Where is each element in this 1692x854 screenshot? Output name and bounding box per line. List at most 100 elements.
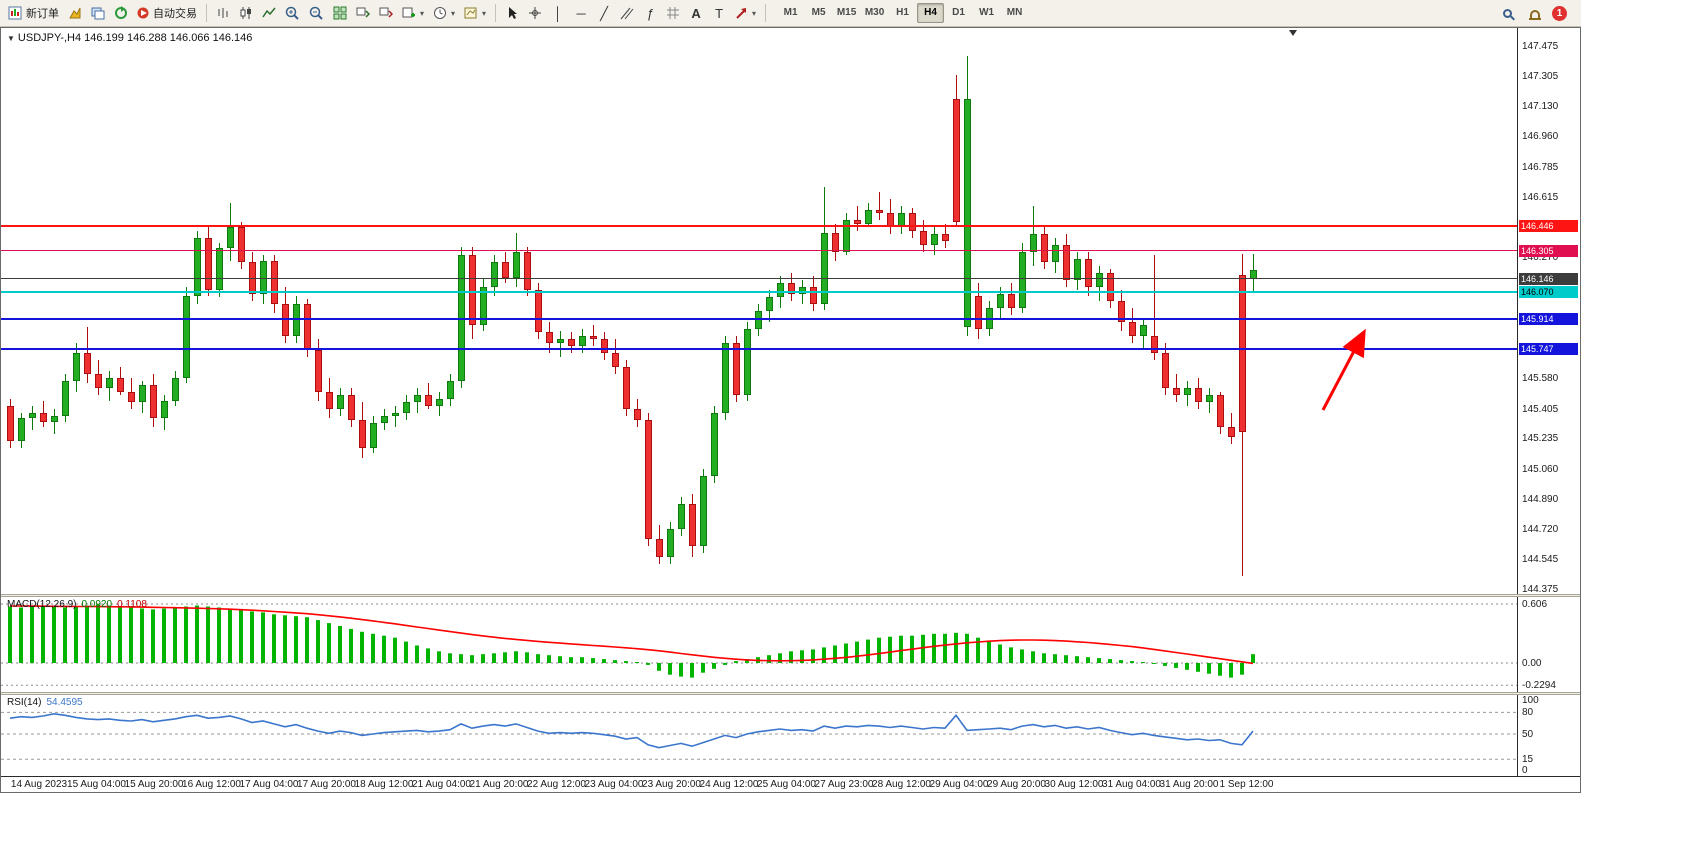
timeframe-m5-button[interactable]: M5: [805, 3, 832, 23]
price-level-line[interactable]: [1, 347, 1517, 350]
macd-histogram-bar: [844, 643, 848, 663]
macd-histogram-bar: [745, 659, 749, 663]
candle-body: [601, 339, 608, 354]
timeframe-m30-button[interactable]: M30: [861, 3, 888, 23]
trendline-button[interactable]: ╱: [593, 2, 615, 24]
time-axis-label: 29 Aug 04:00: [929, 779, 989, 790]
line-chart-button[interactable]: [258, 2, 280, 24]
macd-axis-label: 0.00: [1522, 658, 1542, 669]
main-plot[interactable]: ▼ USDJPY-,H4 146.199 146.288 146.066 146.…: [1, 28, 1517, 594]
macd-histogram-bar: [976, 637, 980, 663]
price-level-line[interactable]: [1, 278, 1517, 280]
price-level-line[interactable]: [1, 318, 1517, 321]
zoom-out-button[interactable]: [305, 2, 328, 24]
time-axis-label: 23 Aug 20:00: [642, 779, 701, 790]
vertical-line-button[interactable]: │: [547, 2, 569, 24]
dropdown-caret-icon: ▾: [451, 8, 456, 18]
channel-button[interactable]: [616, 2, 638, 24]
candle-body: [722, 342, 729, 413]
profiles-button[interactable]: [87, 2, 109, 24]
panel-splitter[interactable]: [1, 692, 1580, 695]
cursor-button[interactable]: [501, 2, 523, 24]
rsi-plot[interactable]: RSI(14) 54.4595: [1, 695, 1517, 776]
clock-icon: [434, 7, 447, 19]
text-label-button[interactable]: T: [708, 2, 730, 24]
macd-histogram-bar: [701, 663, 705, 673]
macd-histogram-bar: [822, 647, 826, 663]
templates-button[interactable]: ▾: [460, 2, 490, 24]
macd-histogram-bar: [151, 609, 155, 663]
price-tag: 146.446: [1519, 220, 1578, 233]
zoom-in-button[interactable]: [281, 2, 304, 24]
price-level-line[interactable]: [1, 291, 1517, 294]
candle-body: [876, 209, 883, 214]
fibonacci-button[interactable]: ƒ: [639, 2, 661, 24]
candle-body: [348, 395, 355, 420]
chart-window: ▼ USDJPY-,H4 146.199 146.288 146.066 146.…: [0, 27, 1581, 793]
macd-histogram-bar: [569, 657, 573, 663]
macd-plot[interactable]: MACD(12,26,9) 0.0920 0.1108: [1, 597, 1517, 692]
timeframe-m1-button[interactable]: M1: [777, 3, 804, 23]
price-level-line[interactable]: [1, 225, 1517, 228]
arrange-windows-button[interactable]: [352, 2, 374, 24]
new-order-button[interactable]: 新订单: [4, 2, 63, 24]
macd-histogram-bar: [1141, 662, 1145, 663]
rsi-axis-label: 0: [1522, 765, 1528, 776]
candle-body: [1173, 388, 1180, 396]
candle-body: [73, 353, 80, 382]
candle-wick: [879, 192, 880, 221]
macd-histogram-bar: [162, 608, 166, 663]
candle-body: [623, 367, 630, 410]
bar-chart-button[interactable]: [212, 2, 234, 24]
price-axis-label: 145.060: [1522, 464, 1559, 475]
panel-splitter[interactable]: [1, 594, 1580, 597]
rsi-axis[interactable]: 100 80 50 15 0: [1517, 695, 1579, 776]
tile-windows-button[interactable]: [329, 2, 351, 24]
grid-button[interactable]: [662, 2, 684, 24]
red-up-arrow[interactable]: [1321, 328, 1366, 411]
candle-body: [854, 220, 861, 224]
horizontal-line-button[interactable]: ─: [570, 2, 592, 24]
macd-histogram-bar: [1020, 649, 1024, 663]
candle-body: [634, 409, 641, 420]
arrow-tool-icon: [736, 7, 747, 19]
candle-body: [590, 335, 597, 340]
candle-body: [524, 251, 531, 291]
charts-button[interactable]: [64, 2, 86, 24]
price-axis[interactable]: 147.475 147.305 147.130 146.960 146.785 146.6…: [1517, 28, 1579, 595]
refresh-button[interactable]: [110, 2, 132, 24]
periods-button[interactable]: ▾: [429, 2, 459, 24]
fibonacci-icon: ƒ: [646, 5, 654, 21]
rsi-panel: RSI(14) 54.4595 100 80 50 15 0: [1, 695, 1580, 776]
price-axis-label: 145.235: [1522, 433, 1559, 445]
alerts-button[interactable]: [1524, 2, 1546, 24]
candle-body: [678, 504, 685, 529]
timeframe-m15-button[interactable]: M15: [833, 3, 860, 23]
indicators-button[interactable]: ▾: [398, 2, 428, 24]
search-button[interactable]: [1496, 2, 1518, 24]
annotation-arrow[interactable]: [1, 28, 1517, 594]
timeframe-w1-button[interactable]: W1: [973, 3, 1000, 23]
timeframe-mn-button[interactable]: MN: [1001, 3, 1028, 23]
timeframe-d1-button[interactable]: D1: [945, 3, 972, 23]
notification-badge[interactable]: 1: [1552, 5, 1567, 21]
price-level-line[interactable]: [1, 250, 1517, 252]
timeframe-h4-button[interactable]: H4: [917, 3, 945, 23]
bell-icon: [1529, 10, 1541, 20]
candlestick-chart-button[interactable]: [235, 2, 257, 24]
timeframe-h1-button[interactable]: H1: [889, 3, 916, 23]
cascade-windows-button[interactable]: [375, 2, 397, 24]
macd-histogram-bar: [1009, 647, 1013, 663]
macd-histogram-bar: [404, 641, 408, 663]
macd-histogram-bar: [932, 633, 936, 663]
arrows-button[interactable]: ▾: [731, 2, 760, 24]
macd-axis[interactable]: 0.606 0.00 -0.2294: [1517, 597, 1579, 692]
crosshair-button[interactable]: [524, 2, 546, 24]
time-axis[interactable]: 14 Aug 2023 15 Aug 04:00 15 Aug 20:00 16 Au…: [1, 776, 1580, 792]
candle-wick: [857, 206, 858, 231]
candle-body: [557, 339, 564, 343]
macd-histogram-bar: [382, 635, 386, 663]
auto-trading-button[interactable]: 自动交易: [133, 2, 201, 24]
candle-body: [942, 234, 949, 242]
text-button[interactable]: A: [685, 2, 707, 24]
